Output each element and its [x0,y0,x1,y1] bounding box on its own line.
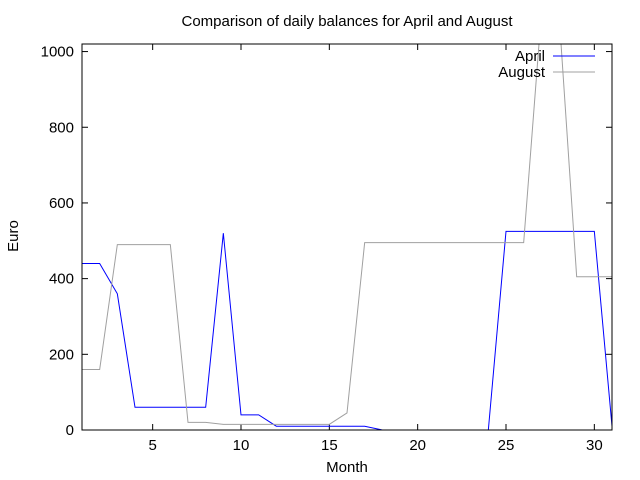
y-tick-label: 1000 [41,44,74,61]
x-tick-label: 5 [148,437,156,454]
legend-label-august: August [498,64,546,81]
series-layer [82,44,612,430]
y-tick-label: 0 [66,422,74,439]
plot-frame [81,43,613,431]
x-tick-label: 15 [321,437,338,454]
axis-ticks: 0 200 400 600 800 1000 5 10 15 20 25 30 [41,44,612,454]
y-tick-label: 600 [49,195,74,212]
y-axis-label: Euro [5,220,22,252]
y-tick-label: 400 [49,271,74,288]
series-line-april [82,230,612,430]
x-axis-label: Month [326,459,368,476]
x-tick-label: 10 [233,437,250,454]
y-tick-label: 200 [49,346,74,363]
chart-title: Comparison of daily balances for April a… [181,13,513,30]
series-line-august [82,44,612,425]
legend-label-april: April [515,48,545,65]
x-tick-label: 20 [409,437,426,454]
y-tick-label: 800 [49,119,74,136]
x-tick-label: 25 [498,437,515,454]
x-tick-label: 30 [586,437,603,454]
